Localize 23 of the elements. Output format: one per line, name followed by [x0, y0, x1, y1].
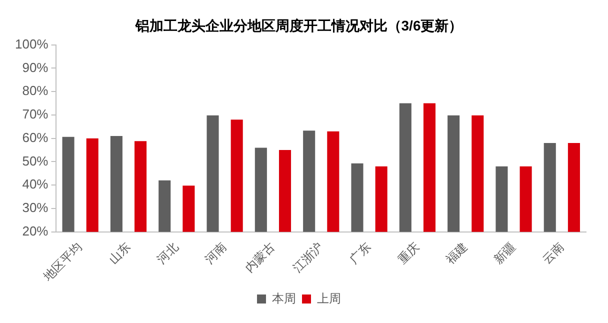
- x-tick-label: 山东: [106, 240, 133, 266]
- legend-label: 本周: [272, 291, 296, 306]
- y-tick-label: 40%: [22, 176, 49, 192]
- chart-title: 铝加工龙头企业分地区周度开工情况对比（3/6更新）: [134, 17, 463, 34]
- y-tick-label: 70%: [22, 106, 49, 122]
- y-tick-label: 30%: [22, 200, 49, 216]
- x-tick-label: 新疆: [491, 240, 518, 266]
- x-tick-label: 内蒙古: [242, 240, 278, 275]
- y-tick-label: 90%: [22, 60, 49, 75]
- x-tick-label: 河南: [202, 240, 230, 266]
- x-tick-label: 云南: [540, 240, 566, 266]
- y-tick-label: 80%: [22, 83, 49, 98]
- y-tick-label: 20%: [22, 223, 49, 238]
- y-tick-label: 100%: [15, 36, 49, 52]
- x-tick-label: 福建: [443, 240, 470, 266]
- x-tick-label: 江浙沪: [290, 240, 326, 275]
- y-tick-label: 60%: [22, 130, 49, 145]
- legend-label: 上周: [317, 291, 341, 306]
- x-tick-label: 河北: [154, 240, 182, 266]
- x-tick-label: 地区平均: [40, 240, 85, 284]
- x-tick-label: 广东: [346, 240, 374, 266]
- x-tick-label: 重庆: [395, 240, 422, 266]
- y-tick-label: 50%: [22, 153, 49, 168]
